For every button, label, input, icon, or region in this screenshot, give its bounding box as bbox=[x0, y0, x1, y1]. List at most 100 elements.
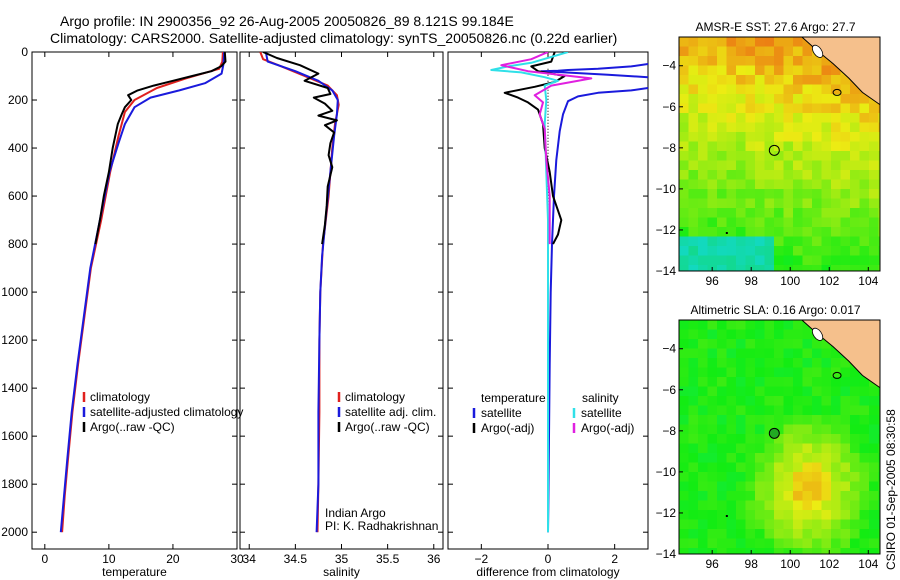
map-cell bbox=[726, 377, 737, 388]
map-cell bbox=[707, 529, 718, 540]
map-cell bbox=[679, 113, 690, 124]
map-cell bbox=[869, 151, 880, 162]
map-cell bbox=[774, 415, 785, 426]
map-cell bbox=[736, 103, 747, 114]
map-cell bbox=[764, 386, 775, 397]
map-cell bbox=[707, 434, 718, 445]
map-cell bbox=[793, 179, 804, 190]
map-cell bbox=[812, 255, 823, 266]
map-cell bbox=[812, 481, 823, 492]
map-cell bbox=[736, 519, 747, 530]
map-cell bbox=[802, 246, 813, 257]
map-cell bbox=[736, 320, 747, 331]
map-cell bbox=[698, 265, 709, 271]
map-cell bbox=[783, 529, 794, 540]
map-cell bbox=[812, 538, 823, 549]
map-cell bbox=[736, 198, 747, 209]
map-cell bbox=[745, 94, 756, 105]
map-cell bbox=[745, 481, 756, 492]
map-cell bbox=[802, 358, 813, 369]
map-title: AMSR-E SST: 27.6 Argo: 27.7 bbox=[695, 20, 855, 34]
map-cell bbox=[755, 37, 766, 48]
map-cell bbox=[850, 160, 861, 171]
map-cell bbox=[878, 443, 880, 454]
map-cell bbox=[717, 84, 728, 95]
map-cell bbox=[679, 377, 690, 388]
map-cell bbox=[831, 255, 842, 266]
map-cell bbox=[783, 491, 794, 502]
map-cell bbox=[717, 46, 728, 57]
map-cell bbox=[878, 415, 880, 426]
map-cell bbox=[707, 65, 718, 76]
map-cell bbox=[707, 170, 718, 181]
map-cell bbox=[679, 339, 690, 350]
map-cell bbox=[840, 443, 851, 454]
map-cell bbox=[698, 141, 709, 152]
island bbox=[725, 232, 728, 234]
map-cell bbox=[840, 122, 851, 133]
map-cell bbox=[717, 434, 728, 445]
map-cell bbox=[812, 472, 823, 483]
map-cell bbox=[869, 141, 880, 152]
map-cell bbox=[859, 443, 870, 454]
map-cell bbox=[688, 358, 699, 369]
map-cell bbox=[840, 160, 851, 171]
map-cell bbox=[745, 84, 756, 95]
map-cell bbox=[850, 198, 861, 209]
map-cell bbox=[745, 37, 756, 48]
map-cell bbox=[707, 538, 718, 549]
map-cell bbox=[840, 198, 851, 209]
map-cell bbox=[850, 405, 861, 416]
map-cell bbox=[755, 56, 766, 67]
map-cell bbox=[878, 405, 880, 416]
map-cell bbox=[755, 462, 766, 473]
map-cell bbox=[717, 453, 728, 464]
map-cell bbox=[821, 367, 832, 378]
map-cell bbox=[774, 122, 785, 133]
map-cell bbox=[812, 377, 823, 388]
map-cell bbox=[755, 339, 766, 350]
map-cell bbox=[679, 75, 690, 86]
map-cell bbox=[831, 377, 842, 388]
map-cell bbox=[726, 510, 737, 521]
map-cell bbox=[745, 453, 756, 464]
map-cell bbox=[783, 103, 794, 114]
map-cell bbox=[812, 132, 823, 143]
x-tick-label: 98 bbox=[745, 557, 759, 571]
map-cell bbox=[802, 519, 813, 530]
map-cell bbox=[774, 132, 785, 143]
map-cell bbox=[812, 348, 823, 359]
map-cell bbox=[878, 122, 880, 133]
map-cell bbox=[679, 481, 690, 492]
map-cell bbox=[707, 500, 718, 511]
map-cell bbox=[821, 348, 832, 359]
map-cell bbox=[831, 405, 842, 416]
map-cell bbox=[745, 358, 756, 369]
map-cell bbox=[831, 510, 842, 521]
map-cell bbox=[812, 189, 823, 200]
map-cell bbox=[831, 358, 842, 369]
map-cell bbox=[869, 113, 880, 124]
map-cell bbox=[736, 443, 747, 454]
map-cell bbox=[726, 179, 737, 190]
map-cell bbox=[859, 255, 870, 266]
map-cell bbox=[745, 227, 756, 238]
map-cell bbox=[878, 132, 880, 143]
map-cell bbox=[774, 151, 785, 162]
map-cell bbox=[793, 236, 804, 247]
map-cell bbox=[736, 151, 747, 162]
map-cell bbox=[840, 462, 851, 473]
map-cell bbox=[688, 37, 699, 48]
map-cell bbox=[878, 151, 880, 162]
y-tick-label: −8 bbox=[662, 424, 676, 438]
map-cell bbox=[878, 519, 880, 530]
x-tick-label: 35 bbox=[335, 552, 349, 566]
map-title: Altimetric SLA: 0.16 Argo: 0.017 bbox=[690, 303, 860, 317]
map-cell bbox=[831, 236, 842, 247]
map-cell bbox=[688, 519, 699, 530]
map-cell bbox=[707, 37, 718, 48]
map-cell bbox=[764, 510, 775, 521]
map-cell bbox=[736, 405, 747, 416]
map-cell bbox=[717, 443, 728, 454]
series-line-satellite-adj-clim- bbox=[264, 52, 339, 533]
